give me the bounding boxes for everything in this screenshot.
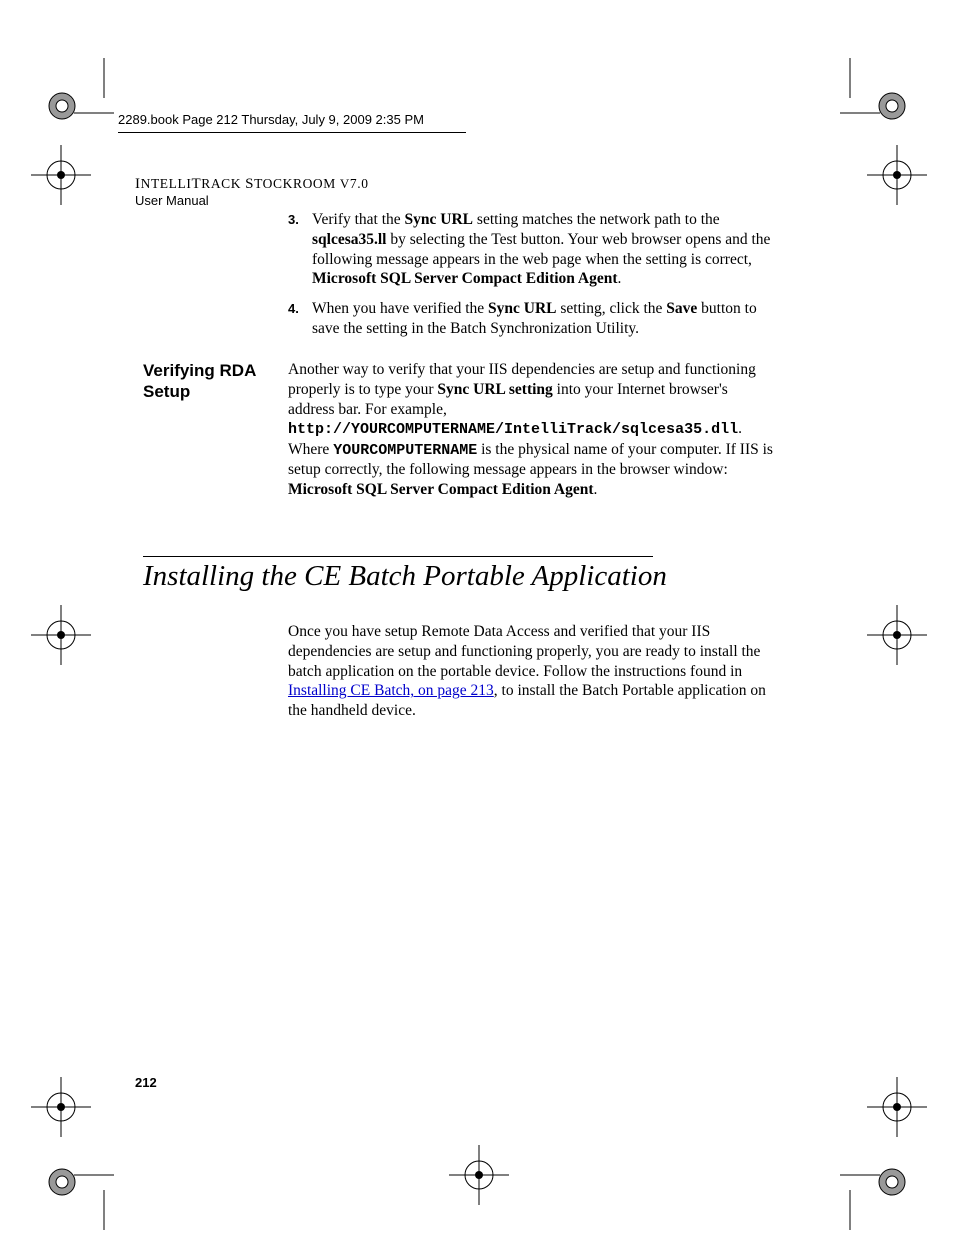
step-3-number: 3.: [288, 210, 312, 289]
step-3: 3. Verify that the Sync URL setting matc…: [288, 210, 778, 289]
side-heading-verifying-rda: Verifying RDA Setup: [143, 360, 273, 403]
register-mark-right-upper: [862, 140, 932, 210]
page-number: 212: [135, 1075, 157, 1090]
running-head-title: INTELLITRACK STOCKROOM V7.0: [135, 176, 369, 193]
register-mark-left-mid: [26, 600, 96, 670]
intro-paragraph: Once you have setup Remote Data Access a…: [288, 622, 778, 721]
register-mark-bottom-center: [444, 1140, 514, 1210]
page: 2289.book Page 212 Thursday, July 9, 200…: [0, 0, 954, 1235]
steps-block: 3. Verify that the Sync URL setting matc…: [288, 210, 778, 349]
step-3-text: Verify that the Sync URL setting matches…: [312, 210, 778, 289]
register-mark-left-upper: [26, 140, 96, 210]
header-file-line: 2289.book Page 212 Thursday, July 9, 200…: [118, 112, 424, 127]
link-installing-ce-batch[interactable]: Installing CE Batch, on page 213: [288, 682, 494, 699]
step-4-text: When you have verified the Sync URL sett…: [312, 299, 778, 339]
register-mark-right-mid: [862, 600, 932, 670]
section-rule: [143, 556, 653, 557]
running-head-subtitle: User Manual: [135, 193, 209, 208]
header-rule: [118, 132, 466, 133]
rda-paragraph: Another way to verify that your IIS depe…: [288, 360, 778, 500]
crop-mark-bottom-right: [820, 1110, 940, 1230]
section-title: Installing the CE Batch Portable Applica…: [143, 560, 667, 593]
step-4: 4. When you have verified the Sync URL s…: [288, 299, 778, 339]
crop-mark-bottom-left: [14, 1110, 134, 1230]
step-4-number: 4.: [288, 299, 312, 339]
